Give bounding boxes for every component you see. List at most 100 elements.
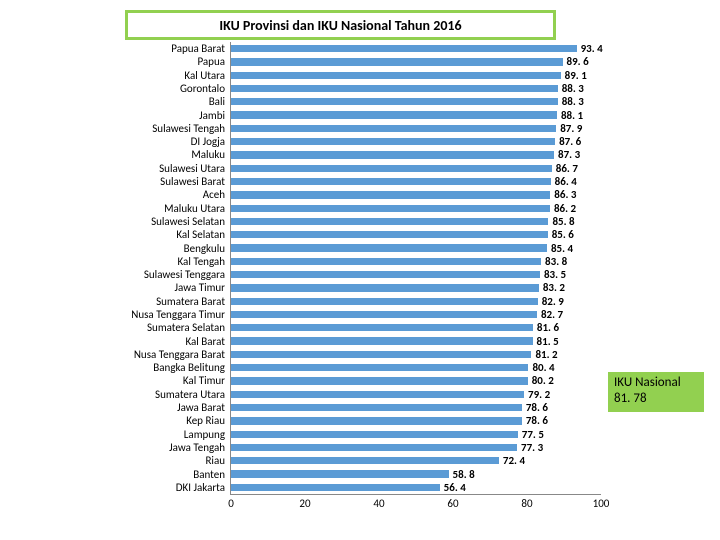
category-label: Riau: [205, 454, 231, 467]
bar: [231, 125, 556, 132]
value-label: 58. 8: [453, 468, 475, 481]
category-label: Nusa Tenggara Timur: [131, 308, 231, 321]
bar-row: Bangka Belitung80. 4: [231, 361, 601, 374]
chart-title: IKU Provinsi dan IKU Nasional Tahun 2016: [219, 17, 461, 34]
category-label: Sulawesi Utara: [159, 162, 231, 175]
bar: [231, 391, 524, 398]
bar-row: Jawa Barat78. 6: [231, 401, 601, 414]
category-label: Jambi: [199, 109, 231, 122]
bar-row: Sulawesi Utara86. 7: [231, 162, 601, 175]
bar: [231, 178, 551, 185]
bar: [231, 45, 577, 52]
bar: [231, 58, 563, 65]
category-label: DI Jogja: [191, 135, 231, 148]
x-tick: 80: [521, 494, 532, 510]
bar-row: Maluku Utara86. 2: [231, 202, 601, 215]
value-label: 80. 4: [532, 361, 554, 374]
bar-row: Gorontalo88. 3: [231, 82, 601, 95]
bar-row: Aceh86. 3: [231, 188, 601, 201]
bar: [231, 444, 517, 451]
bar-row: Banten58. 8: [231, 467, 601, 480]
category-label: Sumatera Barat: [156, 295, 231, 308]
category-label: Kal Selatan: [176, 228, 231, 241]
category-label: Sumatera Utara: [155, 388, 231, 401]
bar: [231, 271, 540, 278]
value-label: 88. 3: [562, 82, 584, 95]
bar-row: Kal Barat81. 5: [231, 334, 601, 347]
category-label: Bengkulu: [184, 242, 231, 255]
bar-row: Bengkulu85. 4: [231, 241, 601, 254]
value-label: 86. 4: [555, 175, 577, 188]
value-label: 93. 4: [581, 42, 603, 55]
bar: [231, 85, 558, 92]
x-tick: 100: [593, 494, 610, 510]
value-label: 86. 3: [554, 188, 576, 201]
bar: [231, 138, 555, 145]
bar: [231, 404, 522, 411]
value-label: 82. 7: [541, 308, 563, 321]
category-label: Jawa Barat: [177, 401, 231, 414]
value-label: 86. 2: [554, 202, 576, 215]
bar-row: Kal Timur80. 2: [231, 374, 601, 387]
category-label: Bangka Belitung: [153, 361, 231, 374]
bar: [231, 165, 552, 172]
category-label: Sulawesi Selatan: [151, 215, 231, 228]
category-label: Gorontalo: [180, 82, 231, 95]
category-label: Papua: [197, 55, 231, 68]
legend-box: IKU Nasional 81. 78: [608, 372, 704, 412]
bar: [231, 364, 528, 371]
bar: [231, 218, 548, 225]
value-label: 87. 3: [558, 148, 580, 161]
legend-line2: 81. 78: [614, 391, 698, 407]
bar: [231, 244, 547, 251]
chart-container: { "title": "IKU Provinsi dan IKU Nasiona…: [0, 0, 720, 540]
bar: [231, 98, 558, 105]
bar-row: Sulawesi Selatan85. 8: [231, 215, 601, 228]
category-label: Sulawesi Tenggara: [144, 268, 231, 281]
category-label: Jawa Timur: [175, 281, 231, 294]
value-label: 82. 9: [542, 295, 564, 308]
value-label: 89. 6: [567, 55, 589, 68]
value-label: 83. 8: [545, 255, 567, 268]
category-label: Aceh: [203, 188, 231, 201]
bar-row: Sumatera Barat82. 9: [231, 295, 601, 308]
chart-title-box: IKU Provinsi dan IKU Nasional Tahun 2016: [125, 10, 556, 40]
bar: [231, 324, 533, 331]
value-label: 85. 4: [551, 242, 573, 255]
value-label: 85. 8: [552, 215, 574, 228]
x-tick: 20: [299, 494, 310, 510]
category-label: Kal Tengah: [178, 255, 231, 268]
category-label: Nusa Tenggara Barat: [134, 348, 231, 361]
bar-row: Bali88. 3: [231, 95, 601, 108]
value-label: 83. 2: [543, 281, 565, 294]
bar-row: Jawa Tengah77. 3: [231, 441, 601, 454]
bar-row: Papua89. 6: [231, 55, 601, 68]
value-label: 81. 6: [537, 321, 559, 334]
value-label: 89. 1: [565, 69, 587, 82]
bar: [231, 311, 537, 318]
category-label: Sulawesi Tengah: [152, 122, 231, 135]
value-label: 81. 2: [535, 348, 557, 361]
bar: [231, 258, 541, 265]
x-tick: 0: [228, 494, 234, 510]
bar: [231, 417, 522, 424]
bar-row: Riau72. 4: [231, 454, 601, 467]
category-label: Lampung: [184, 428, 231, 441]
x-tick: 60: [447, 494, 458, 510]
bar-row: Jawa Timur83. 2: [231, 281, 601, 294]
bar-row: Sulawesi Tenggara83. 5: [231, 268, 601, 281]
category-label: Kal Utara: [184, 69, 231, 82]
bar-row: Lampung77. 5: [231, 428, 601, 441]
bar: [231, 351, 531, 358]
bar: [231, 337, 533, 344]
value-label: 87. 9: [560, 122, 582, 135]
bar-row: Nusa Tenggara Timur82. 7: [231, 308, 601, 321]
category-label: Kep Riau: [186, 414, 231, 427]
value-label: 80. 2: [532, 374, 554, 387]
bar-row: DKI Jakarta56. 4: [231, 481, 601, 494]
bar: [231, 205, 550, 212]
bar: [231, 284, 539, 291]
bar-row: Maluku87. 3: [231, 148, 601, 161]
bar-row: Sulawesi Barat86. 4: [231, 175, 601, 188]
bar-row: Jambi88. 1: [231, 108, 601, 121]
